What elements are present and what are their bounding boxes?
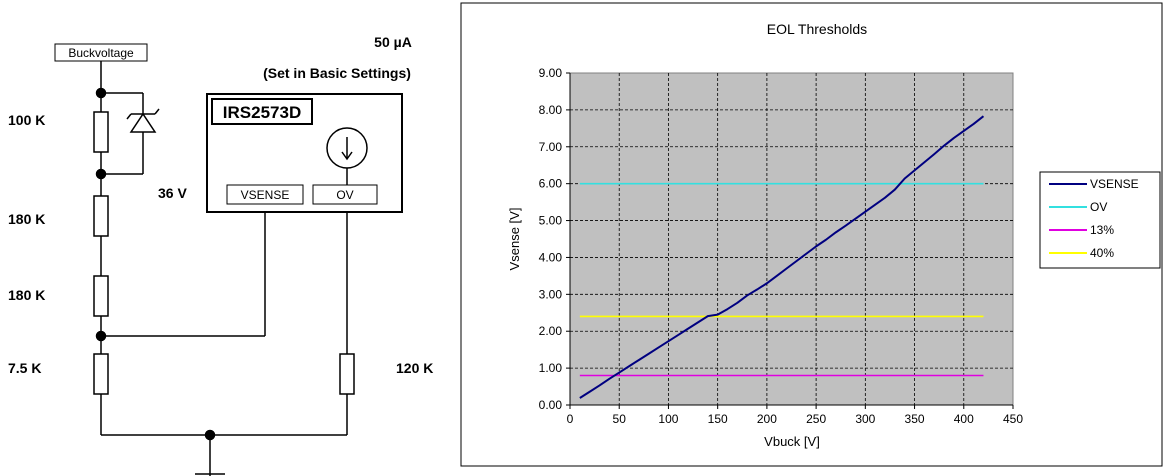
resistor-r3: [93, 275, 109, 317]
y-tick-label: 1.00: [539, 361, 563, 375]
resistor-r4-label: 7.5 K: [8, 360, 41, 376]
zener-voltage-label: 36 V: [158, 185, 187, 201]
x-axis-label: Vbuck [V]: [764, 434, 820, 449]
tick-labels: 0 50 100 150 200 250 300 350 400 450 0.00 1.00 2.00 3…: [539, 66, 1024, 426]
y-tick-label: 9.00: [539, 66, 563, 80]
x-tick-label: 400: [954, 412, 974, 426]
x-tick-label: 100: [658, 412, 678, 426]
x-tick-label: 0: [567, 412, 574, 426]
legend-label: 13%: [1090, 223, 1114, 237]
resistor-r3-label: 180 K: [8, 287, 45, 303]
current-note-label: (Set in Basic Settings): [263, 65, 411, 81]
x-tick-label: 450: [1003, 412, 1023, 426]
circuit-schematic: [54, 43, 403, 476]
legend-label: VSENSE: [1090, 177, 1139, 191]
chip-name-box: [211, 98, 313, 125]
legend: VSENSE OV 13% 40%: [1049, 177, 1139, 260]
pin-vsense-box: [226, 184, 304, 205]
plot-area: [569, 72, 1014, 406]
current-value-label: 50 µA: [374, 34, 412, 50]
resistor-r1: [93, 111, 109, 153]
resistor-r2: [93, 195, 109, 237]
y-tick-label: 6.00: [539, 177, 563, 191]
y-axis-label: Vsense [V]: [507, 208, 522, 271]
y-tick-label: 8.00: [539, 103, 563, 117]
x-tick-label: 200: [757, 412, 777, 426]
x-tick-label: 350: [905, 412, 925, 426]
y-tick-label: 5.00: [539, 214, 563, 228]
x-tick-label: 50: [613, 412, 627, 426]
y-tick-label: 2.00: [539, 324, 563, 338]
pin-ov-box: [312, 184, 378, 205]
resistor-r5: [339, 353, 355, 395]
chip-name: IRS2573D: [223, 103, 301, 122]
resistor-r5-label: 120 K: [396, 360, 433, 376]
buck-voltage-label: Buckvoltage: [68, 46, 134, 60]
resistor-r1-label: 100 K: [8, 112, 45, 128]
y-tick-label: 4.00: [539, 250, 563, 264]
y-tick-label: 7.00: [539, 140, 563, 154]
x-tick-label: 150: [708, 412, 728, 426]
x-tick-label: 250: [806, 412, 826, 426]
y-tick-label: 0.00: [539, 398, 563, 412]
legend-label: OV: [1090, 200, 1107, 214]
series-line-vsense: [579, 115, 985, 399]
current-source-icon: [326, 127, 368, 185]
resistor-r2-label: 180 K: [8, 211, 45, 227]
x-tick-label: 300: [855, 412, 875, 426]
resistor-r4: [93, 353, 109, 395]
series-layer: [579, 115, 985, 399]
pin-ov-label: OV: [336, 188, 353, 202]
axes: [566, 72, 1014, 409]
legend-label: 40%: [1090, 246, 1114, 260]
y-tick-label: 3.00: [539, 287, 563, 301]
chart-title: EOL Thresholds: [767, 21, 867, 37]
pin-vsense-label: VSENSE: [241, 188, 290, 202]
